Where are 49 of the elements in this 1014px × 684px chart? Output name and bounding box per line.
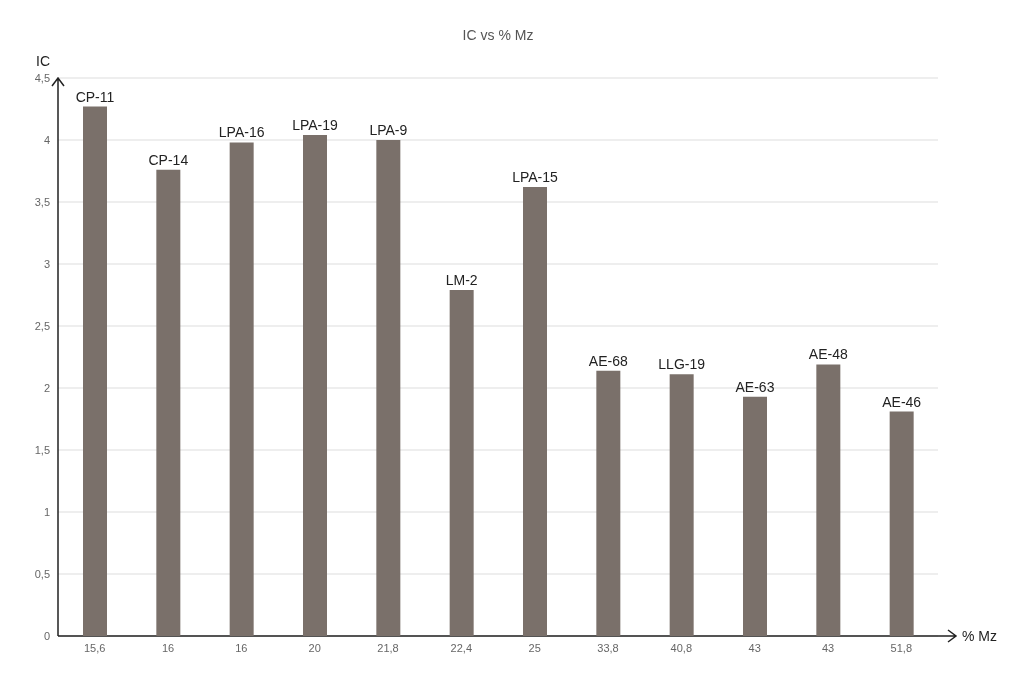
x-tick-label: 25 xyxy=(528,641,541,654)
x-tick-label: 51,8 xyxy=(890,641,913,654)
bar xyxy=(743,396,767,636)
bar xyxy=(523,187,547,636)
x-tick-label: 21,8 xyxy=(377,641,399,654)
bar xyxy=(156,169,181,636)
data-label: LPA-15 xyxy=(512,169,559,186)
data-label: CP-14 xyxy=(148,151,189,168)
x-tick-label: 43 xyxy=(821,641,835,654)
y-tick-label: 4 xyxy=(43,133,50,146)
bar xyxy=(669,374,694,636)
chart-title: IC vs % Mz xyxy=(462,27,534,43)
y-axis-title: IC xyxy=(36,53,50,69)
data-label: LLG-19 xyxy=(658,356,706,373)
x-tick-label: 40,8 xyxy=(670,641,693,654)
y-tick-label: 1 xyxy=(43,505,50,518)
bar xyxy=(596,370,621,636)
x-tick-label: 20 xyxy=(308,641,321,654)
x-tick-label: 43 xyxy=(748,641,761,654)
bar xyxy=(303,135,327,636)
data-label: AE-63 xyxy=(735,378,775,395)
x-tick-label: 33,8 xyxy=(597,641,619,654)
data-label: AE-68 xyxy=(588,352,628,369)
data-label: AE-46 xyxy=(882,393,922,410)
y-tick-label: 2 xyxy=(43,381,50,394)
bar xyxy=(449,290,474,636)
x-axis-title: % Mz xyxy=(962,628,997,644)
x-tick-label: 16 xyxy=(235,641,248,654)
y-tick-label: 4,5 xyxy=(34,71,50,84)
bar xyxy=(83,106,107,636)
data-label: LPA-9 xyxy=(369,122,408,138)
bar xyxy=(816,364,841,636)
data-label: LPA-19 xyxy=(292,117,339,134)
x-tick-label: 15,6 xyxy=(83,641,106,654)
data-label: CP-11 xyxy=(75,88,115,105)
y-tick-label: 1,5 xyxy=(34,443,50,456)
data-label: AE-48 xyxy=(808,346,848,363)
x-tick-label: 22,4 xyxy=(450,641,473,654)
y-tick-label: 0 xyxy=(43,629,50,642)
data-label: LPA-16 xyxy=(218,124,265,141)
y-tick-label: 0,5 xyxy=(34,567,50,580)
y-tick-label: 2,5 xyxy=(34,319,50,332)
bar xyxy=(889,411,914,636)
y-tick-label: 3,5 xyxy=(34,195,50,208)
x-tick-label: 16 xyxy=(161,641,175,654)
y-tick-label: 3 xyxy=(43,257,50,270)
bar xyxy=(229,142,254,636)
data-label: LM-2 xyxy=(445,272,478,289)
bar xyxy=(376,140,401,636)
